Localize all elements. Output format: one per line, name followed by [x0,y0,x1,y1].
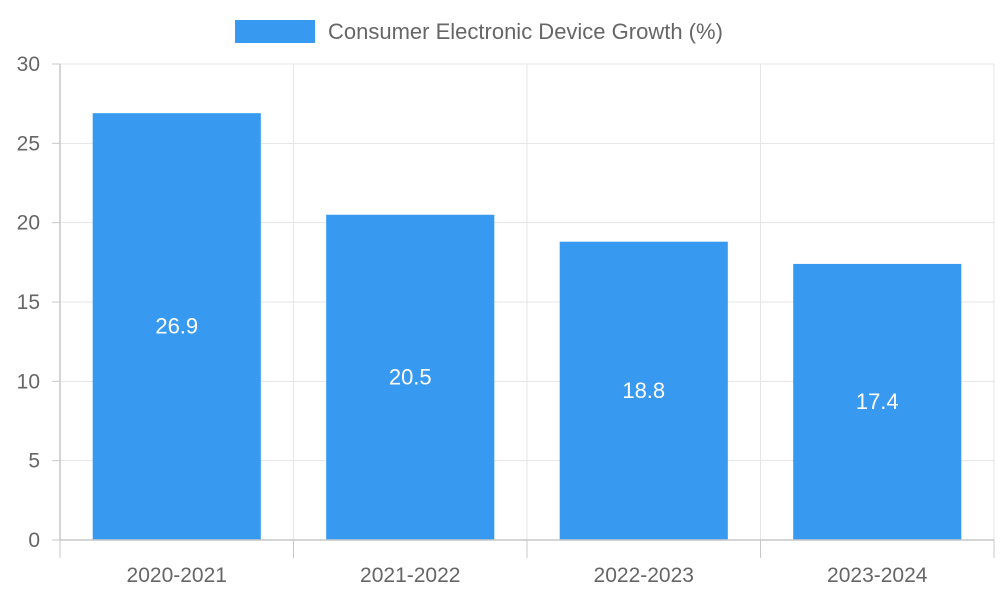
y-tick-label: 10 [17,370,40,393]
x-axis-ticks: 2020-2021 2021-2022 2022-2023 2023-2024 [127,564,928,587]
bar[interactable] [793,263,962,540]
data-label: 20.5 [389,364,432,389]
y-tick-label: 15 [17,291,40,314]
data-labels: 26.9 20.5 18.8 17.4 [155,314,898,414]
y-tick-label: 20 [17,212,40,235]
x-tick-label: 2021-2022 [360,564,460,587]
bar[interactable] [326,214,495,540]
x-tick-label: 2023-2024 [827,564,928,587]
x-tick-label: 2022-2023 [594,564,694,587]
legend-swatch [235,20,315,43]
y-tick-label: 0 [28,529,40,552]
y-axis-ticks: 0 5 10 15 20 25 30 [17,53,60,552]
y-tick-label: 5 [28,450,40,473]
y-tick-label: 25 [17,132,40,155]
y-tick-label: 30 [17,53,40,76]
data-label: 18.8 [622,378,665,403]
data-label: 26.9 [155,314,198,339]
legend[interactable]: Consumer Electronic Device Growth (%) [235,19,723,44]
data-label: 17.4 [856,389,899,414]
legend-label: Consumer Electronic Device Growth (%) [328,19,723,44]
bar[interactable] [559,241,728,540]
bar[interactable] [92,113,261,540]
x-tick-label: 2020-2021 [127,564,227,587]
bars [92,113,962,540]
